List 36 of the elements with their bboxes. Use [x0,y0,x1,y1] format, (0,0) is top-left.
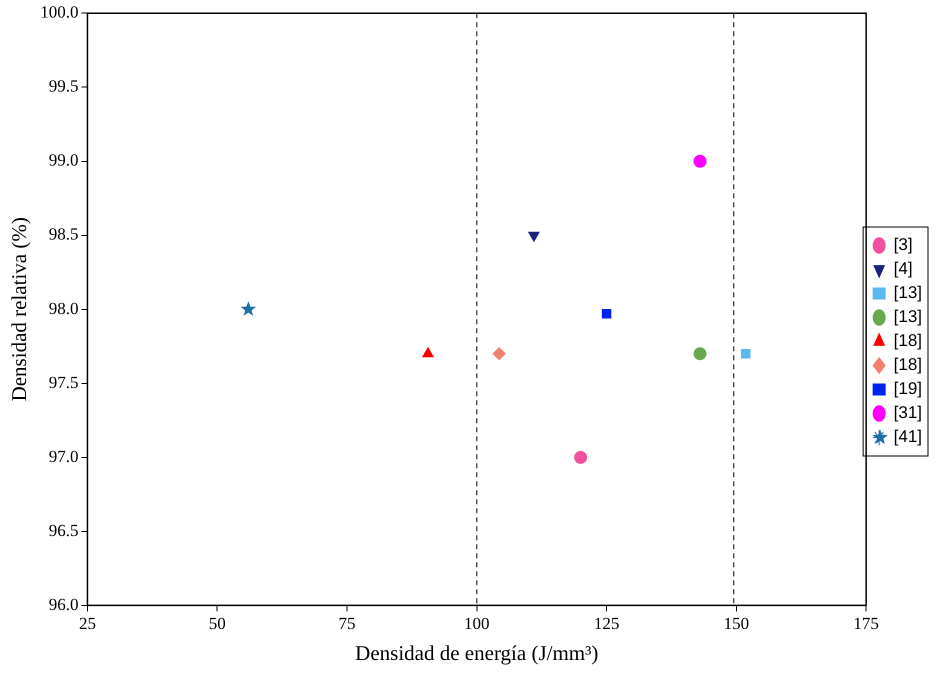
legend-label: [13] [894,283,922,302]
legend-label: [41] [894,427,922,446]
point [574,450,588,464]
y-tick-label: 98.0 [48,298,78,318]
point [694,347,707,360]
point [740,348,750,358]
legend-label: [4] [894,259,913,278]
y-tick-label: 97.0 [48,446,78,466]
x-tick-label: 25 [78,614,96,634]
point [602,309,612,318]
point [422,347,434,358]
point [240,301,256,316]
y-tick-label: 100.0 [40,2,78,22]
x-tick-label: 150 [724,614,750,634]
x-tick-label: 125 [594,614,620,634]
x-tick-label: 50 [208,614,226,634]
x-axis-title: Densidad de energía (J/mm³) [355,640,598,665]
legend-label: [31] [894,403,922,422]
y-tick-label: 96.5 [48,520,78,540]
y-tick-label: 96.0 [48,594,78,614]
legend-label: [13] [894,307,922,326]
y-axis-title: Densidad relativa (%) [7,217,32,402]
y-tick-label: 98.5 [48,224,78,244]
point [694,154,707,168]
y-tick-label: 99.0 [48,150,78,170]
y-tick-label: 99.5 [48,76,78,96]
legend-label: [19] [894,379,922,398]
x-tick-label: 175 [853,614,879,634]
legend-label: [18] [894,355,922,374]
x-tick-label: 75 [338,614,356,634]
y-tick-label: 97.5 [48,372,78,392]
legend-label: [18] [894,331,922,350]
point [492,347,506,360]
point [528,232,540,242]
x-tick-label: 100 [464,614,490,634]
legend-label: [3] [894,235,913,254]
